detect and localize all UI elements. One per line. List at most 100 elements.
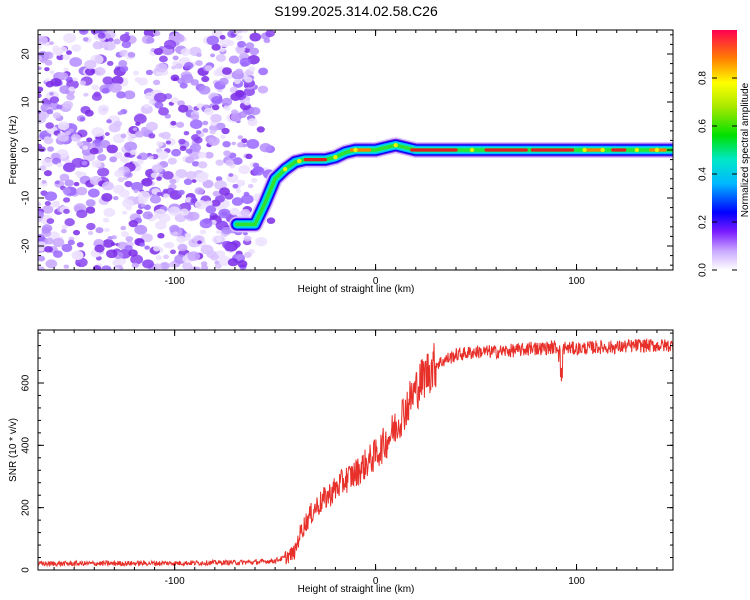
noise-speckle-dot [243,84,249,88]
noise-speckle-dot [215,195,225,203]
snr-ytick-label: 600 [21,374,32,391]
noise-speckle-dot [215,159,224,166]
frequency-ridge [228,137,673,233]
noise-speckle-dot [85,199,96,207]
noise-speckle-dot [202,128,209,133]
noise-speckle-dot [163,39,177,50]
noise-speckle-dot [172,231,179,236]
noise-speckle-dot [137,77,148,86]
noise-speckle-dot [144,245,150,250]
noise-speckle-dot [59,46,68,53]
noise-speckle-dot [99,140,111,149]
noise-speckle-dot [143,103,150,109]
noise-speckle-dot [155,255,163,261]
noise-speckle-dot [133,113,147,124]
noise-speckle-dot [119,65,129,73]
noise-speckle-dot [72,77,78,82]
noise-speckle-dot [111,75,124,85]
noise-speckle-dot [222,140,231,148]
noise-speckle-dot [160,262,170,270]
noise-speckle-dot [179,82,188,89]
noise-speckle-dot [119,33,131,43]
snr-panel: -100 0 100 0 200 400 600 Height of straight li… [8,329,674,595]
noise-speckle-dot [120,225,127,231]
noise-speckle-dot [52,157,62,165]
noise-speckle-dot [193,136,203,144]
noise-speckle-dot [134,224,148,235]
colorbar-tick-label: 0.0 [698,263,709,277]
colorbar-tick-label: 0.6 [698,119,709,133]
noise-speckle-dot [66,93,75,101]
noise-speckle-dot [243,235,252,242]
noise-speckle-dot [143,204,151,211]
noise-speckle-dot [169,224,180,233]
spectrogram-ytick-label: 20 [21,48,32,60]
noise-speckle-dot [87,230,94,236]
noise-speckle-dot [211,43,221,51]
spectrogram-ylabel: Frequency (Hz) [8,116,19,185]
noise-speckle-dot [216,234,226,243]
noise-speckle-dot [215,205,223,211]
noise-speckle-dot [38,35,48,45]
ridge-yellow-spot [582,147,587,153]
noise-speckle-dot [124,245,133,252]
noise-speckle-dot [61,243,73,253]
noise-speckle-dot [102,181,114,191]
noise-speckle-dot [38,66,42,71]
noise-speckle-dot [118,60,128,68]
noise-speckle-dot [114,169,124,178]
noise-speckle-dot [211,96,223,105]
noise-speckle-dot [183,130,190,136]
noise-speckle-dot [178,138,186,145]
noise-speckle-dot [145,69,153,76]
snr-frame [37,329,674,571]
noise-speckle-dot [120,156,129,163]
noise-speckle-dot [185,171,197,180]
noise-speckle-dot [148,100,154,104]
noise-speckle-dot [243,87,255,97]
ridge-yellow-spot [393,143,398,148]
noise-speckle-dot [221,127,230,135]
noise-speckle-dot [218,208,231,219]
noise-speckle-dot [86,137,93,143]
noise-speckle-dot [199,218,213,229]
noise-speckle-dot [158,55,168,63]
noise-speckle-dot [38,92,42,99]
noise-speckle-dot [38,86,44,93]
noise-speckle-dot [176,235,186,243]
noise-speckle-dot [142,211,154,220]
noise-speckle-dot [52,112,61,119]
noise-speckle-dot [228,55,240,64]
noise-speckle-dot [137,190,151,201]
noise-speckle-dot [84,109,94,117]
noise-speckle-dot [63,33,77,43]
noise-speckle-dot [75,170,82,176]
noise-speckle-dot [172,55,179,61]
noise-speckle-dot [94,244,105,253]
noise-speckle-dot [59,85,71,95]
noise-speckle-dot [38,43,43,50]
noise-speckle-dot [179,208,189,216]
noise-speckle-dot [190,79,199,86]
noise-speckle-dot [200,261,208,267]
noise-speckle-dot [102,239,114,248]
colorbar-gradient [712,30,737,270]
snr-ytick-label: 400 [21,437,32,454]
noise-speckle-dot [247,118,258,127]
noise-speckle-dot [201,75,210,83]
noise-speckle-dot [140,203,146,208]
noise-speckle-dot [97,104,110,114]
noise-speckle-dot [97,154,107,162]
spectrogram-ytick-label: 10 [21,96,32,108]
noise-speckle-dot [123,90,136,100]
noise-speckle-dot [92,265,102,270]
noise-speckle-dot [189,143,202,152]
noise-speckle-dot [59,173,70,182]
noise-speckle-dot [45,80,54,88]
noise-speckle-dot [218,187,230,196]
noise-speckle-dot [179,145,187,151]
noise-speckle-dot [41,226,51,234]
noise-speckle-dot [148,155,154,160]
noise-speckle-dot [68,86,75,92]
